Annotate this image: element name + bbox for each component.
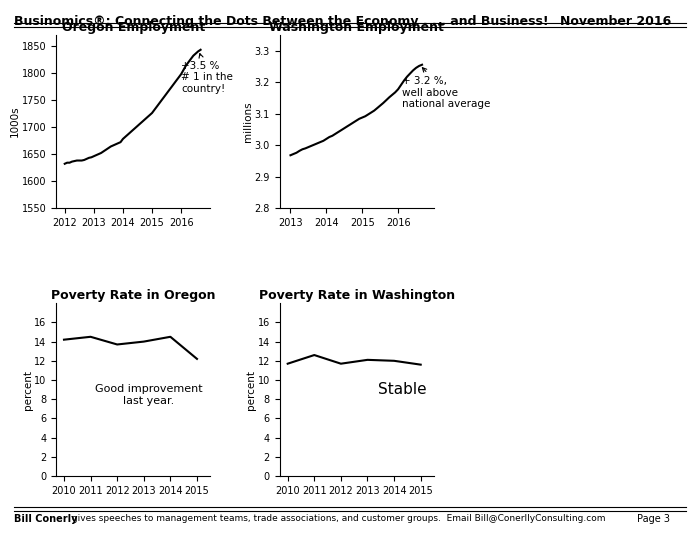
Y-axis label: millions: millions	[243, 101, 253, 142]
Title: Poverty Rate in Washington: Poverty Rate in Washington	[259, 289, 455, 302]
Y-axis label: percent: percent	[246, 370, 256, 410]
Text: Page 3: Page 3	[637, 514, 670, 524]
Title: Oregon Employment: Oregon Employment	[62, 21, 205, 34]
Y-axis label: 1000s: 1000s	[10, 106, 20, 137]
Text: gives speeches to management teams, trade associations, and customer groups.  Em: gives speeches to management teams, trad…	[69, 514, 605, 523]
Text: Stable: Stable	[378, 382, 426, 398]
Y-axis label: percent: percent	[22, 370, 32, 410]
Text: Good improvement
last year.: Good improvement last year.	[95, 385, 203, 406]
Text: November 2016: November 2016	[560, 15, 671, 28]
Text: +3.5 %
# 1 in the
country!: +3.5 % # 1 in the country!	[181, 54, 233, 94]
Title: Washington Employment: Washington Employment	[270, 21, 444, 34]
Text: Bill Conerly: Bill Conerly	[14, 514, 78, 524]
Title: Poverty Rate in Oregon: Poverty Rate in Oregon	[51, 289, 216, 302]
Text: + 3.2 %,
well above
national average: + 3.2 %, well above national average	[402, 68, 490, 109]
Text: Businomics®: Connecting the Dots Between the Economy . . . and Business!: Businomics®: Connecting the Dots Between…	[14, 15, 549, 28]
